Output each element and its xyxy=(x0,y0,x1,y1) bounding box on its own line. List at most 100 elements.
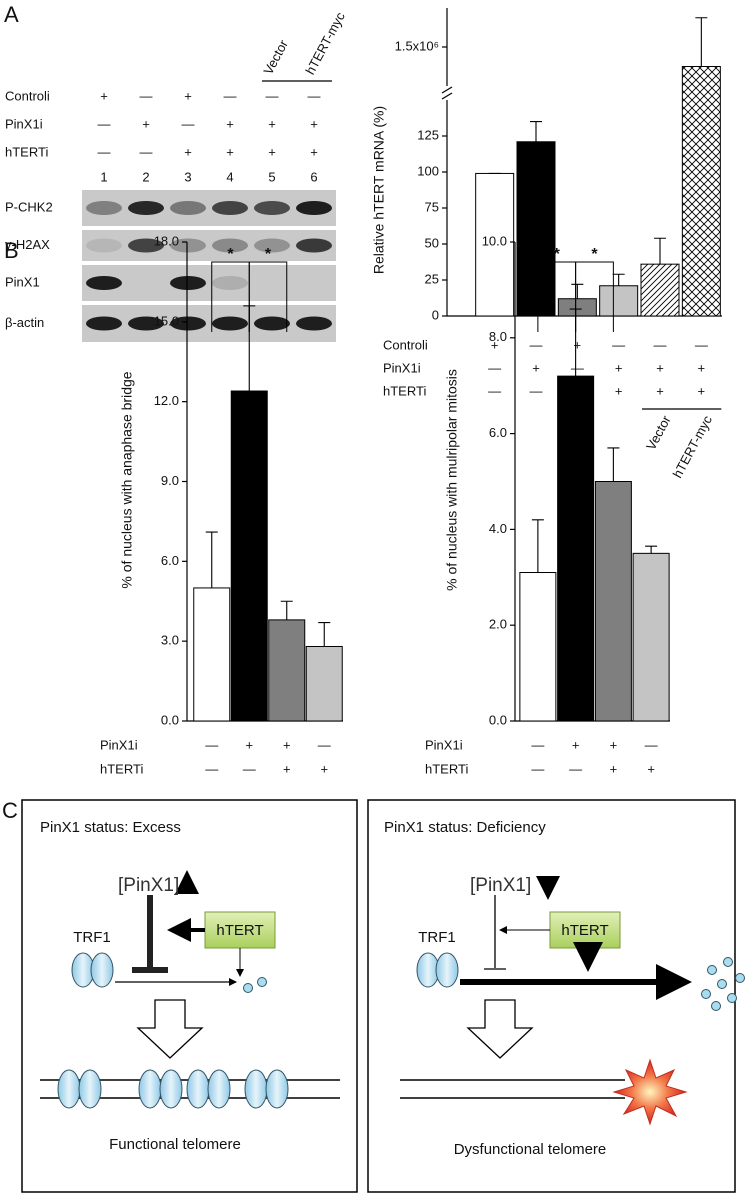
inhibition xyxy=(484,895,506,970)
condition-mark: + xyxy=(283,737,291,752)
y-tick-label: 18.0 xyxy=(154,233,179,248)
bar xyxy=(632,552,670,722)
blot-strip xyxy=(82,230,336,261)
bar xyxy=(640,263,680,317)
hollow-arrow xyxy=(136,999,204,1059)
error-bar xyxy=(280,600,293,620)
y-tick-label: 15.0 xyxy=(154,313,179,328)
condition-mark: + xyxy=(142,116,150,131)
condition-mark: + xyxy=(310,144,318,159)
condition-mark: — xyxy=(98,144,111,159)
condition-mark: — xyxy=(531,761,544,776)
condition-mark: + xyxy=(226,144,234,159)
y-tick-label: 125 xyxy=(417,127,439,142)
error-bar xyxy=(612,273,625,286)
blot-row-label: P-CHK2 xyxy=(5,199,53,214)
condition-mark: — xyxy=(531,737,544,752)
band xyxy=(254,201,290,215)
y-tick-label: 100 xyxy=(417,163,439,178)
condition-mark: + xyxy=(615,383,623,398)
condition-label: hTERTi xyxy=(5,144,48,159)
telomere xyxy=(400,1079,625,1099)
y-tick-label: 50 xyxy=(425,235,439,250)
condition-mark: — xyxy=(224,88,237,103)
diagram-box xyxy=(367,799,736,1193)
htert-box xyxy=(204,911,276,949)
lane-number: 5 xyxy=(268,169,275,184)
blot-strip xyxy=(82,190,336,226)
band xyxy=(86,276,122,290)
condition-label: PinX1i xyxy=(100,737,138,752)
condition-label: PinX1i xyxy=(383,360,421,375)
bar xyxy=(305,645,343,722)
error-bar xyxy=(205,531,218,588)
condition-label: PinX1i xyxy=(5,116,43,131)
band xyxy=(296,238,332,253)
dot xyxy=(257,977,267,987)
condition-mark: + xyxy=(610,761,618,776)
y-tick-label: 3.0 xyxy=(161,633,179,648)
condition-mark: — xyxy=(530,337,543,352)
significance-bracket xyxy=(575,261,614,332)
band xyxy=(86,238,122,253)
group-label: Vector xyxy=(643,412,674,452)
condition-mark: — xyxy=(571,360,584,375)
band xyxy=(212,276,248,290)
group-label: Vector xyxy=(260,37,291,77)
bar xyxy=(230,390,268,722)
y-tick-label: 75 xyxy=(425,199,439,214)
band xyxy=(128,201,164,215)
y-tick-label: 4.0 xyxy=(489,521,507,536)
condition-mark: — xyxy=(654,337,667,352)
significance-mark: * xyxy=(265,246,272,263)
condition-mark: — xyxy=(182,116,195,131)
band xyxy=(86,201,122,215)
condition-label: Controli xyxy=(5,88,50,103)
condition-mark: + xyxy=(615,360,623,375)
y-tick-label: 12.0 xyxy=(154,393,179,408)
inhibition xyxy=(132,895,168,973)
condition-mark: + xyxy=(574,337,582,352)
condition-mark: — xyxy=(569,761,582,776)
panel-label: B xyxy=(4,238,19,263)
band xyxy=(296,316,332,331)
condition-mark: + xyxy=(184,88,192,103)
bar xyxy=(519,572,557,722)
condition-label: hTERTi xyxy=(425,761,468,776)
y-axis-label: % of nucleus with anaphase bridge xyxy=(119,371,135,588)
y-tick-label: 8.0 xyxy=(489,329,507,344)
condition-label: PinX1i xyxy=(425,737,463,752)
diagram xyxy=(21,799,745,1193)
error-bar xyxy=(695,17,708,67)
condition-label: hTERTi xyxy=(383,383,426,398)
bar xyxy=(599,285,639,317)
band xyxy=(128,238,164,253)
trf1-label: TRF1 xyxy=(73,929,111,946)
lane-number: 1 xyxy=(100,169,107,184)
axis-break xyxy=(441,86,453,94)
condition-mark: — xyxy=(318,737,331,752)
condition-mark: + xyxy=(283,761,291,776)
group-label: hTERT-myc xyxy=(670,413,716,481)
y-tick-label: 6.0 xyxy=(489,425,507,440)
y-tick-label: 10.0 xyxy=(482,233,507,248)
bar xyxy=(193,587,231,722)
condition-mark: + xyxy=(656,383,664,398)
condition-mark: — xyxy=(205,737,218,752)
y-tick-label: 0 xyxy=(432,307,439,322)
y-tick-label: 1.5x10⁶ xyxy=(395,38,439,53)
condition-mark: — xyxy=(266,88,279,103)
trf1 xyxy=(90,952,114,988)
dots xyxy=(701,957,745,1011)
y-tick-label: 6.0 xyxy=(161,553,179,568)
htert: hTERT xyxy=(561,922,608,939)
lane-number: 4 xyxy=(226,169,233,184)
blot-strip xyxy=(82,305,336,342)
blot-row-label: γ-H2AX xyxy=(5,237,50,252)
condition-mark: + xyxy=(610,737,618,752)
hollow-arrow xyxy=(466,999,534,1059)
axis-break xyxy=(441,92,453,100)
y-axis-label: % of nucleus with mulripolar mitosis xyxy=(444,369,460,591)
panel-label: C xyxy=(2,798,18,823)
